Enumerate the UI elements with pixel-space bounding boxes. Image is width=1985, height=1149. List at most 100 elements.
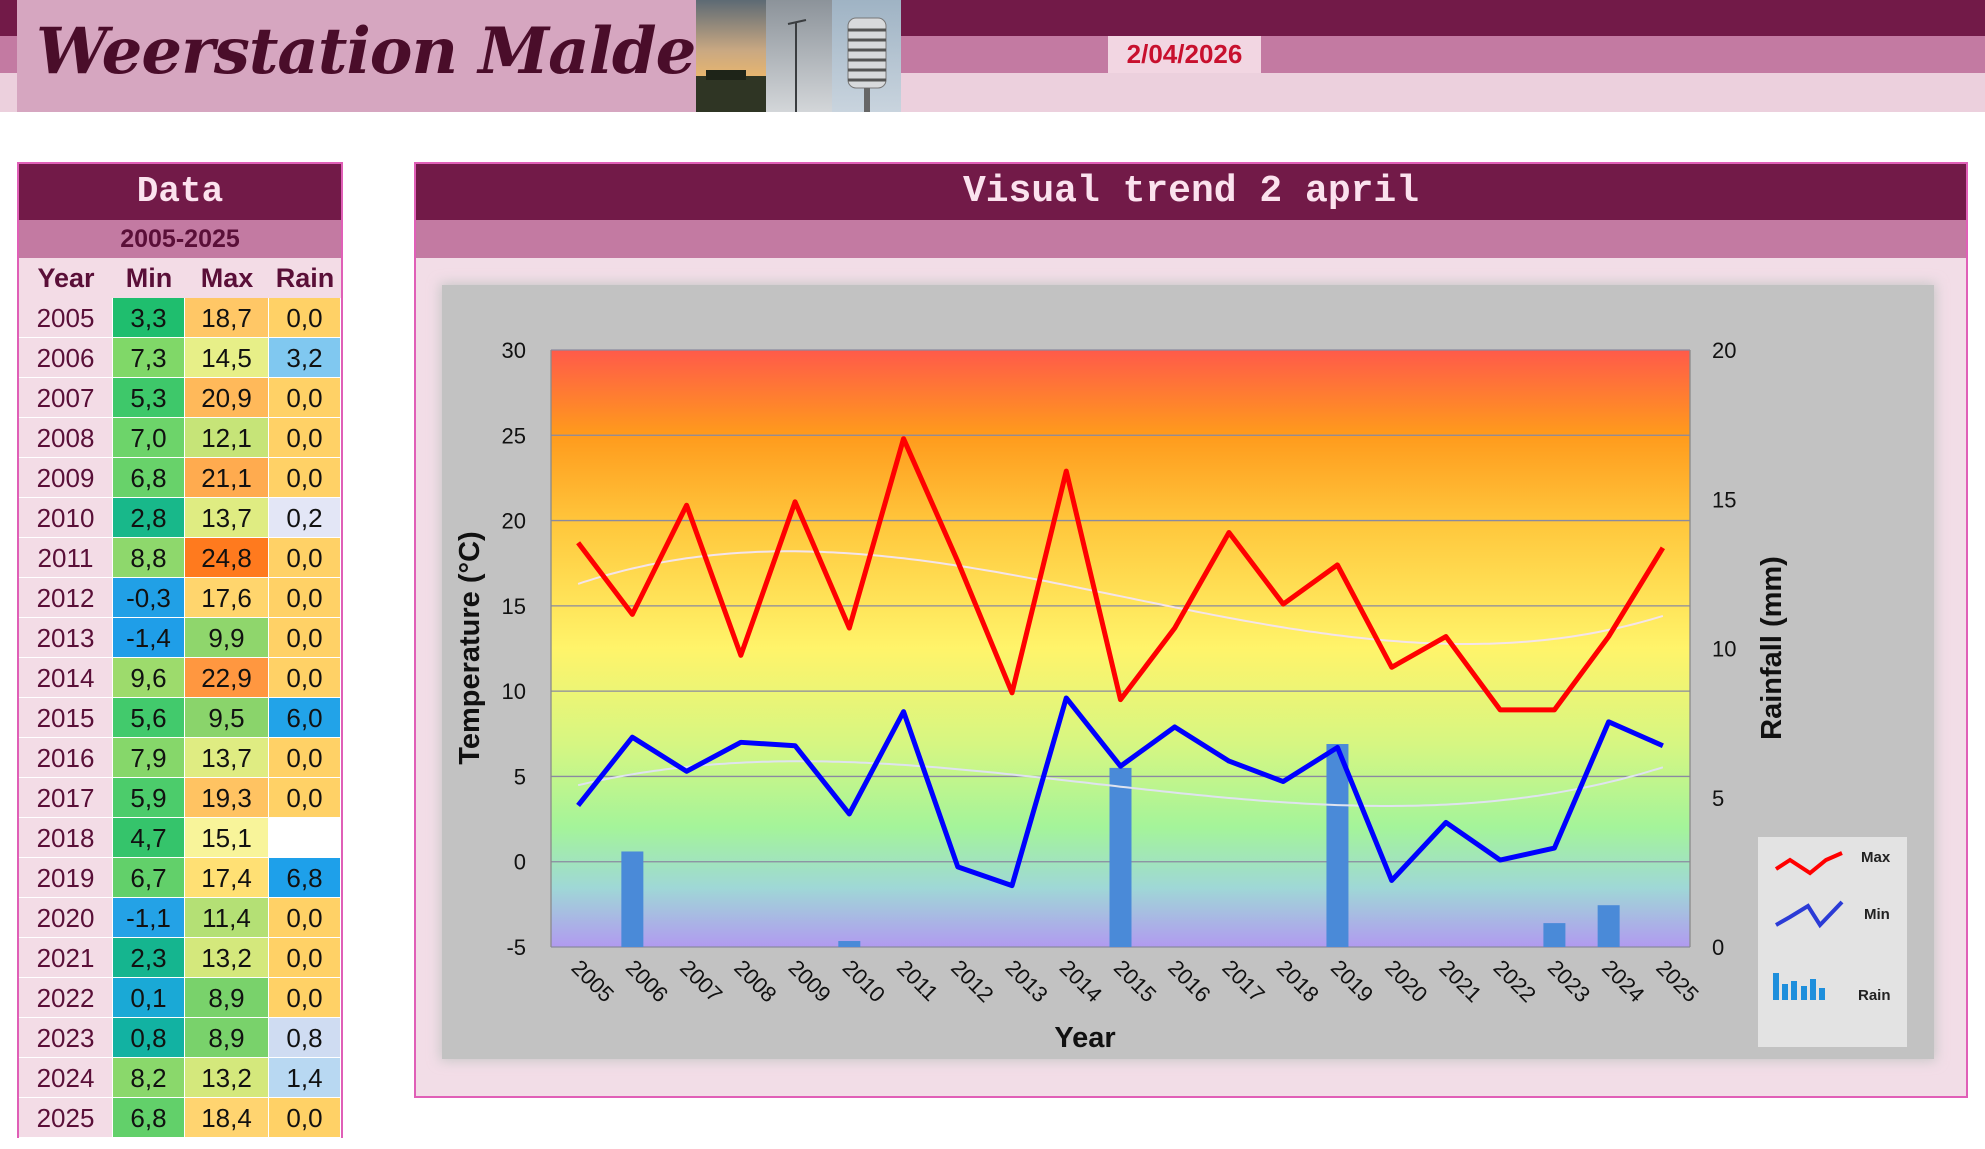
cell-min: 6,7 [113,858,185,898]
table-row: 2008 7,0 12,1 0,0 [19,418,341,458]
table-row: 2013 -1,4 9,9 0,0 [19,618,341,658]
cell-year: 2013 [19,618,113,658]
cell-rain: 0,0 [269,298,341,338]
cell-year: 2014 [19,658,113,698]
cell-min: 5,3 [113,378,185,418]
table-row: 2010 2,8 13,7 0,2 [19,498,341,538]
cell-rain: 0,0 [269,578,341,618]
cell-max: 17,6 [185,578,269,618]
cell-min: -1,1 [113,898,185,938]
cell-max: 15,1 [185,818,269,858]
cell-min: 7,0 [113,418,185,458]
cell-max: 12,1 [185,418,269,458]
column-header-max: Max [200,263,254,293]
chart-title: Visual trend 2 april [416,164,1966,220]
current-date: 2/04/2026 [1108,36,1261,73]
cell-rain: 0,0 [269,738,341,778]
cell-rain: 6,0 [269,698,341,738]
cell-max: 18,7 [185,298,269,338]
cell-min: 3,3 [113,298,185,338]
cell-year: 2008 [19,418,113,458]
cell-max: 20,9 [185,378,269,418]
table-row: 2016 7,9 13,7 0,0 [19,738,341,778]
cell-year: 2007 [19,378,113,418]
cell-min: 5,9 [113,778,185,818]
cell-max: 13,2 [185,1058,269,1098]
cell-rain: 0,0 [269,418,341,458]
cell-min: 8,8 [113,538,185,578]
cell-year: 2015 [19,698,113,738]
table-row: 2021 2,3 13,2 0,0 [19,938,341,978]
cell-max: 8,9 [185,1018,269,1058]
table-row: 2006 7,3 14,5 3,2 [19,338,341,378]
cell-max: 9,9 [185,618,269,658]
cell-year: 2025 [19,1098,113,1138]
data-table-panel: Data 2005-2025 Year Min Max Rain 2005 3,3… [17,162,343,1138]
table-row: 2009 6,8 21,1 0,0 [19,458,341,498]
table-row: 2014 9,6 22,9 0,0 [19,658,341,698]
cell-max: 17,4 [185,858,269,898]
cell-rain: 1,4 [269,1058,341,1098]
cell-rain: 0,0 [269,658,341,698]
cell-rain: 0,0 [269,378,341,418]
table-row: 2023 0,8 8,9 0,8 [19,1018,341,1058]
table-row: 2005 3,3 18,7 0,0 [19,298,341,338]
cell-year: 2022 [19,978,113,1018]
cell-year: 2023 [19,1018,113,1058]
cell-min: -0,3 [113,578,185,618]
cell-min: 5,6 [113,698,185,738]
cell-rain: 3,2 [269,338,341,378]
cell-year: 2005 [19,298,113,338]
cell-max: 13,2 [185,938,269,978]
cell-min: 4,7 [113,818,185,858]
cell-rain: 6,8 [269,858,341,898]
cell-min: 9,6 [113,658,185,698]
cell-min: -1,4 [113,618,185,658]
cell-rain [269,818,341,858]
cell-rain: 0,0 [269,778,341,818]
cell-max: 13,7 [185,738,269,778]
cell-min: 0,1 [113,978,185,1018]
cell-rain: 0,8 [269,1018,341,1058]
cell-min: 8,2 [113,1058,185,1098]
cell-rain: 0,0 [269,538,341,578]
data-table-title: Data [19,164,341,220]
cell-rain: 0,0 [269,458,341,498]
cell-year: 2019 [19,858,113,898]
cell-year: 2010 [19,498,113,538]
cell-max: 21,1 [185,458,269,498]
cell-rain: 0,0 [269,1098,341,1138]
column-header-year: Year [37,263,95,293]
cell-max: 22,9 [185,658,269,698]
cell-max: 19,3 [185,778,269,818]
cell-year: 2011 [19,538,113,578]
data-table-header: Year Min Max Rain [19,258,341,298]
table-row: 2018 4,7 15,1 [19,818,341,858]
cell-year: 2021 [19,938,113,978]
table-row: 2012 -0,3 17,6 0,0 [19,578,341,618]
column-header-min: Min [125,263,173,293]
cell-year: 2009 [19,458,113,498]
chart-subheader-band [416,220,1966,258]
cell-min: 0,8 [113,1018,185,1058]
cell-min: 6,8 [113,458,185,498]
table-row: 2017 5,9 19,3 0,0 [19,778,341,818]
cell-rain: 0,0 [269,978,341,1018]
data-table-range: 2005-2025 [19,220,341,258]
table-row: 2022 0,1 8,9 0,0 [19,978,341,1018]
cell-year: 2012 [19,578,113,618]
weather-station-photo [696,0,901,112]
column-header-rain: Rain [275,263,335,293]
cell-max: 11,4 [185,898,269,938]
cell-max: 18,4 [185,1098,269,1138]
cell-min: 2,3 [113,938,185,978]
cell-rain: 0,2 [269,498,341,538]
table-row: 2024 8,2 13,2 1,4 [19,1058,341,1098]
cell-year: 2016 [19,738,113,778]
cell-year: 2017 [19,778,113,818]
cell-max: 9,5 [185,698,269,738]
cell-rain: 0,0 [269,618,341,658]
table-row: 2015 5,6 9,5 6,0 [19,698,341,738]
cell-max: 24,8 [185,538,269,578]
site-title-box [17,0,696,112]
